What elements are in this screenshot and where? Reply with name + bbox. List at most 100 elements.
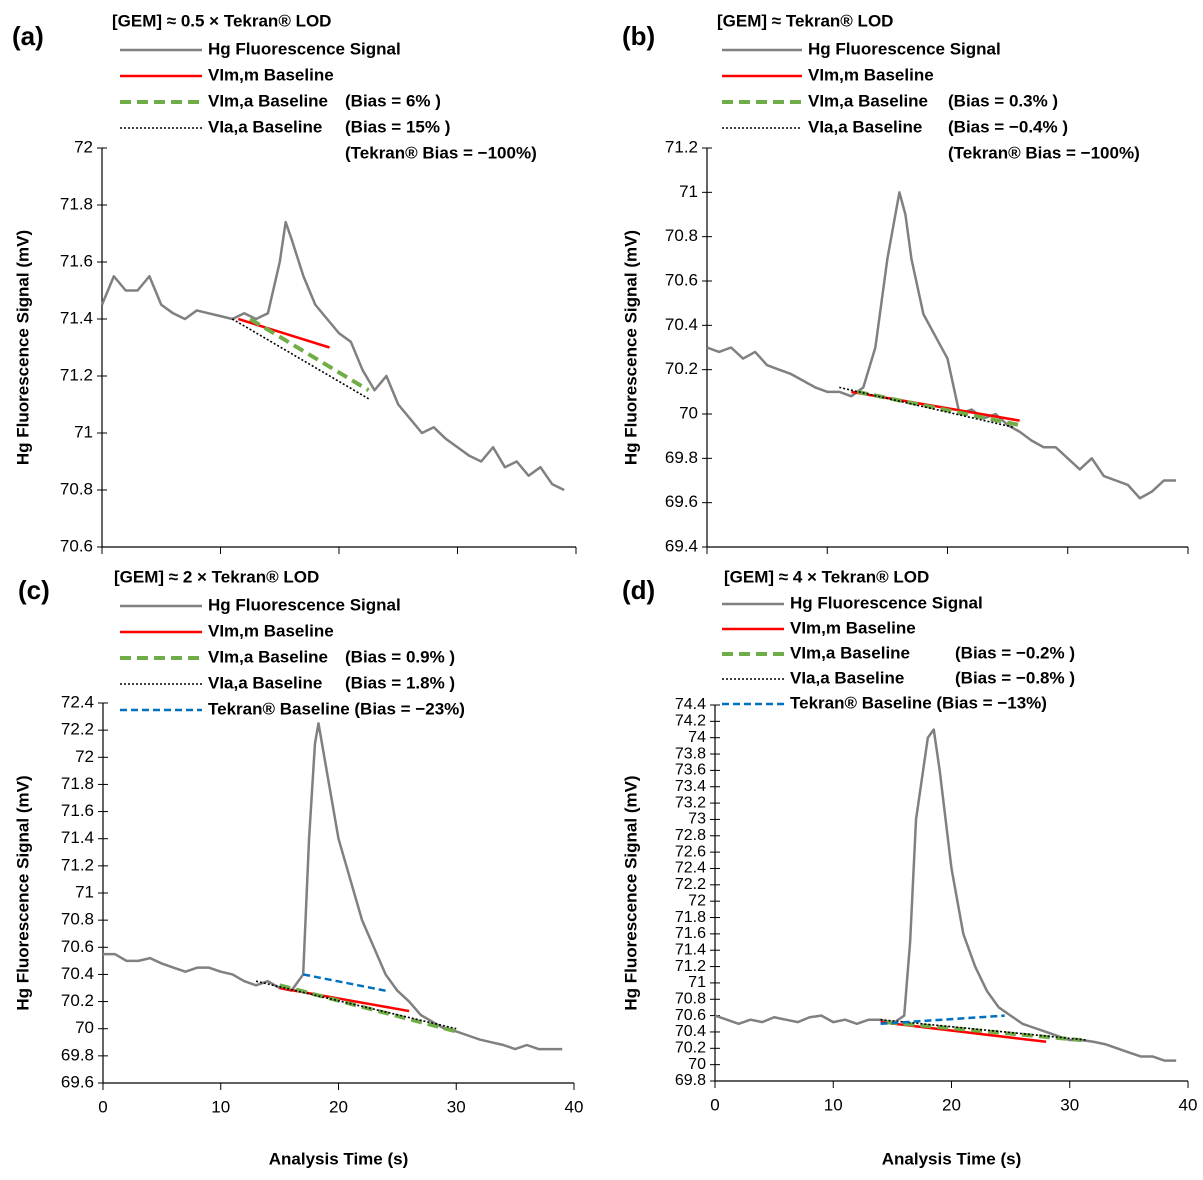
- legend-label: VIm,m Baseline: [208, 65, 334, 84]
- y-tick-label: 71: [74, 422, 93, 441]
- y-tick-label: 71.4: [60, 308, 93, 327]
- x-tick-label: 0: [710, 1095, 719, 1114]
- y-tick-label: 72.2: [675, 875, 706, 893]
- panel: (a) [GEM] ≈ 0.5 × Tekran® LOD 70.6 70.8 71 71…: [12, 11, 577, 555]
- y-tick-label: 74.2: [675, 712, 706, 730]
- legend-title: [GEM] ≈ 2 × Tekran® LOD: [114, 567, 319, 586]
- annotation: (Tekran® Bias = −100%): [948, 143, 1140, 162]
- legend-label: VIm,a Baseline: [208, 647, 328, 666]
- annotation: (Bias = 15% ): [345, 117, 450, 136]
- legend-label: Tekran® Baseline (Bias = −23%): [208, 699, 465, 718]
- series-line: [103, 722, 563, 1051]
- y-tick-label: 71.8: [675, 908, 706, 926]
- panel-label: (d): [622, 575, 655, 605]
- legend-label: Hg Fluorescence Signal: [208, 39, 401, 58]
- legend-label: VIa,a Baseline: [790, 668, 904, 687]
- y-tick-label: 71.2: [60, 365, 93, 384]
- y-tick-label: 70.4: [675, 1022, 706, 1040]
- annotation: (Bias = 0.3% ): [948, 91, 1058, 110]
- annotation: (Bias = 1.8% ): [345, 673, 455, 692]
- y-tick-label: 71.4: [675, 940, 706, 958]
- y-axis-title: Hg Fluorescence Signal (mV): [621, 230, 640, 465]
- series-line: [249, 317, 370, 392]
- legend-label: Hg Fluorescence Signal: [808, 39, 1001, 58]
- y-tick-label: 71.4: [61, 828, 94, 847]
- x-tick-label: 30: [1060, 1095, 1079, 1114]
- y-tick-label: 70.8: [61, 910, 94, 929]
- legend-title: [GEM] ≈ 4 × Tekran® LOD: [724, 567, 929, 586]
- legend-label: Tekran® Baseline (Bias = −13%): [790, 693, 1047, 712]
- panel: (c) [GEM] ≈ 2 × Tekran® LOD 69.6 69.8 70 70.2…: [13, 567, 583, 1168]
- y-tick-label: 72: [688, 891, 706, 909]
- x-axis-title: Analysis Time (s): [269, 1149, 409, 1168]
- y-tick-label: 72.8: [675, 826, 706, 844]
- series-line: [856, 389, 1021, 428]
- y-tick-label: 72.2: [61, 720, 94, 739]
- y-tick-label: 70: [688, 1055, 706, 1073]
- panel: (b) [GEM] ≈ Tekran® LOD 69.4 69.6 69.8 70 70.2…: [621, 11, 1189, 555]
- y-tick-label: 71.2: [61, 855, 94, 874]
- panel-label: (b): [622, 21, 655, 51]
- x-tick-label: 30: [447, 1097, 466, 1116]
- y-tick-label: 70.6: [675, 1006, 706, 1024]
- legend-title: [GEM] ≈ 0.5 × Tekran® LOD: [112, 11, 331, 30]
- y-tick-label: 70.4: [61, 964, 94, 983]
- series-line: [302, 973, 386, 992]
- y-tick-label: 73: [688, 810, 706, 828]
- y-tick-label: 69.8: [675, 1071, 706, 1089]
- legend-label: VIm,m Baseline: [208, 621, 334, 640]
- annotation: (Bias = −0.8% ): [955, 668, 1075, 687]
- y-tick-label: 70.4: [665, 315, 698, 334]
- panel: (d) [GEM] ≈ 4 × Tekran® LOD 69.87070.270.4…: [621, 567, 1197, 1168]
- annotation: (Bias = 6% ): [345, 91, 441, 110]
- y-tick-label: 73.8: [675, 744, 706, 762]
- y-tick-label: 72: [75, 747, 94, 766]
- x-tick-label: 20: [329, 1097, 348, 1116]
- y-tick-label: 71: [75, 882, 94, 901]
- y-tick-label: 69.4: [665, 536, 698, 555]
- y-tick-label: 74.4: [675, 695, 706, 713]
- legend-label: VIm,m Baseline: [790, 618, 916, 637]
- y-tick-label: 70.6: [61, 937, 94, 956]
- annotation: (Tekran® Bias = −100%): [345, 143, 537, 162]
- y-tick-label: 71: [688, 973, 706, 991]
- y-tick-label: 70.2: [665, 359, 698, 378]
- series-line: [839, 386, 1014, 429]
- y-tick-label: 70.2: [61, 991, 94, 1010]
- x-tick-label: 0: [98, 1097, 107, 1116]
- series-line: [706, 191, 1176, 500]
- x-tick-label: 10: [211, 1097, 230, 1116]
- x-tick-label: 20: [942, 1095, 961, 1114]
- y-tick-label: 70.8: [60, 479, 93, 498]
- y-tick-label: 74: [688, 728, 706, 746]
- y-tick-label: 73.2: [675, 793, 706, 811]
- panel-label: (c): [18, 575, 50, 605]
- y-tick-label: 72: [74, 137, 93, 156]
- x-tick-label: 10: [824, 1095, 843, 1114]
- y-tick-label: 71.2: [675, 957, 706, 975]
- y-axis-title: Hg Fluorescence Signal (mV): [13, 230, 32, 465]
- y-tick-label: 70.6: [665, 270, 698, 289]
- legend-label: VIa,a Baseline: [208, 117, 322, 136]
- series-line: [880, 1014, 1005, 1026]
- y-axis-title: Hg Fluorescence Signal (mV): [13, 775, 32, 1010]
- x-tick-label: 40: [1179, 1095, 1198, 1114]
- y-tick-label: 70.8: [665, 226, 698, 245]
- legend-label: VIm,a Baseline: [790, 643, 910, 662]
- series-line: [880, 1018, 1088, 1041]
- y-tick-label: 70.8: [675, 989, 706, 1007]
- y-tick-label: 70.6: [60, 536, 93, 555]
- legend-label: Hg Fluorescence Signal: [790, 593, 983, 612]
- legend-label: VIa,a Baseline: [808, 117, 922, 136]
- y-tick-label: 71: [679, 182, 698, 201]
- y-tick-label: 70: [679, 403, 698, 422]
- y-tick-label: 71.6: [61, 801, 94, 820]
- legend-label: Hg Fluorescence Signal: [208, 595, 401, 614]
- y-tick-label: 71.8: [60, 194, 93, 213]
- y-tick-label: 72.4: [675, 859, 706, 877]
- annotation: (Bias = 0.9% ): [345, 647, 455, 666]
- y-axis-title: Hg Fluorescence Signal (mV): [621, 775, 640, 1010]
- y-tick-label: 69.8: [61, 1045, 94, 1064]
- y-tick-label: 69.8: [665, 448, 698, 467]
